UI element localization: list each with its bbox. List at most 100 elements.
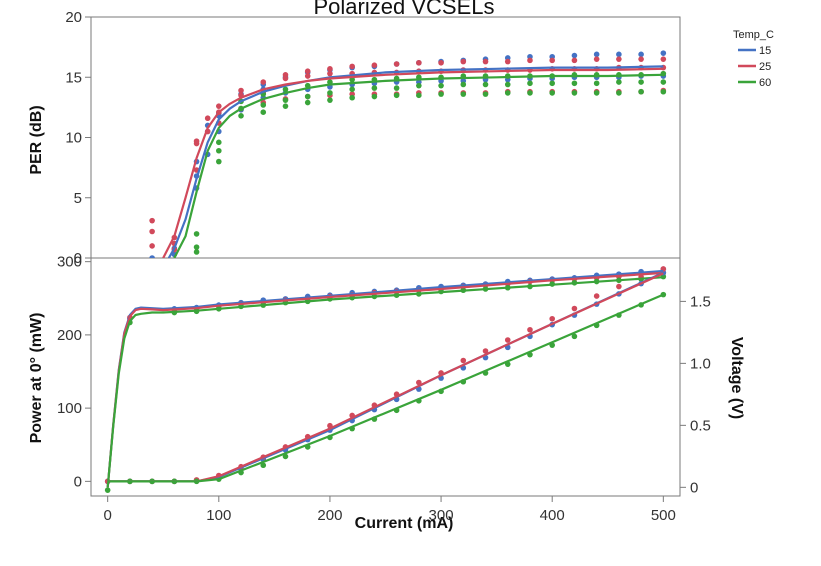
power-point-25 (416, 379, 422, 386)
per-point-60 (571, 80, 578, 87)
power-point-25 (571, 305, 578, 312)
axis-ticks: 0 100 200 300 400 50005101520010020030000.51.… (57, 9, 711, 524)
per-point-60 (527, 90, 533, 96)
per-point-25 (371, 62, 378, 68)
voltage-fit-line-60 (106, 276, 664, 488)
per-point-60 (238, 113, 244, 119)
per-point-60 (593, 80, 600, 87)
per-point-25 (527, 57, 533, 64)
per-point-60 (193, 249, 200, 255)
per-point-60 (504, 90, 511, 96)
per-point-60 (216, 147, 222, 154)
per-y-tick-label: 20 (65, 9, 82, 26)
per-point-25 (616, 56, 622, 62)
per-point-60 (416, 82, 422, 89)
per-fit-line-60 (173, 73, 664, 258)
x-tick-label: 500 (651, 507, 676, 524)
per-point-60 (438, 82, 444, 89)
per-point-25 (504, 58, 511, 65)
per-point-60 (460, 81, 467, 88)
per-point-60 (393, 85, 400, 91)
per-point-25 (571, 57, 578, 64)
per-point-60 (482, 81, 489, 88)
power-y-tick-label: 0 (74, 473, 82, 490)
per-point-60 (638, 88, 644, 95)
voltage-y-tick-label: 0 (690, 479, 698, 496)
per-point-60 (593, 90, 600, 96)
per-point-25 (193, 138, 200, 144)
per-point-25 (349, 63, 355, 70)
per-point-25 (638, 56, 644, 62)
power-point-25 (504, 337, 511, 343)
per-point-60 (193, 244, 200, 250)
x-tick-label: 200 (317, 507, 342, 524)
per-point-15 (616, 51, 622, 58)
per-point-60 (327, 90, 333, 96)
per-point-25 (149, 217, 155, 224)
per-point-60 (438, 91, 444, 97)
per-point-60 (260, 109, 267, 115)
per-point-25 (393, 61, 400, 67)
voltage-y-axis-title: Voltage (V) (728, 337, 745, 419)
per-point-60 (193, 231, 200, 237)
per-point-25 (482, 58, 489, 65)
per-point-60 (216, 158, 222, 165)
per-point-60 (282, 103, 289, 109)
legend: Temp_C 15 25 60 (733, 29, 774, 89)
per-y-tick-label: 5 (74, 190, 82, 207)
per-point-25 (216, 103, 222, 109)
per-point-25 (549, 57, 555, 64)
power-point-25 (593, 293, 600, 299)
power-point-25 (616, 283, 622, 290)
per-y-tick-label: 10 (65, 130, 82, 147)
per-point-60 (571, 90, 578, 96)
power-point-60 (104, 487, 111, 493)
per-fit-line-25 (162, 67, 664, 258)
power-point-25 (549, 315, 555, 322)
per-point-25 (238, 87, 244, 94)
per-point-25 (327, 66, 333, 72)
per-point-60 (260, 102, 267, 108)
per-point-60 (660, 88, 667, 95)
legend-title: Temp_C (733, 29, 774, 41)
per-point-60 (304, 93, 311, 100)
plot-frame (90, 16, 681, 497)
chart-title: Polarized VCSELs (314, 0, 495, 19)
per-point-60 (616, 90, 622, 96)
per-point-15 (660, 50, 667, 56)
per-point-60 (660, 79, 667, 85)
per-point-60 (216, 139, 222, 146)
per-point-25 (260, 79, 267, 85)
per-y-tick-label: 15 (65, 69, 82, 86)
per-point-60 (349, 76, 355, 83)
per-point-25 (304, 73, 311, 79)
legend-label-60: 60 (759, 77, 771, 89)
per-point-25 (416, 59, 422, 66)
per-point-60 (349, 86, 355, 93)
per-point-25 (593, 56, 600, 62)
power-y-tick-label: 300 (57, 254, 82, 271)
power-point-60 (260, 462, 267, 469)
power-point-25 (482, 348, 489, 354)
per-point-25 (460, 58, 467, 65)
per-point-60 (460, 91, 467, 97)
voltage-y-tick-label: 1.0 (690, 355, 711, 372)
power-fit-line-25 (107, 272, 664, 483)
per-y-axis-title: PER (dB) (28, 105, 45, 174)
x-axis-title: Current (mA) (355, 515, 454, 532)
per-point-60 (549, 80, 555, 87)
x-tick-label: 0 (103, 507, 111, 524)
per-point-25 (149, 228, 155, 235)
per-point-25 (438, 59, 444, 66)
voltage-fit-line-25 (106, 271, 664, 488)
per-point-60 (638, 79, 644, 85)
voltage-fit-line-15 (106, 269, 664, 488)
per-point-60 (282, 86, 289, 93)
per-point-25 (660, 56, 667, 62)
per-point-60 (349, 94, 355, 101)
legend-label-15: 15 (759, 45, 771, 57)
per-point-60 (416, 92, 422, 99)
per-fit-line-15 (167, 65, 664, 258)
power-y-axis-title: Power at 0° (mW) (28, 313, 45, 444)
